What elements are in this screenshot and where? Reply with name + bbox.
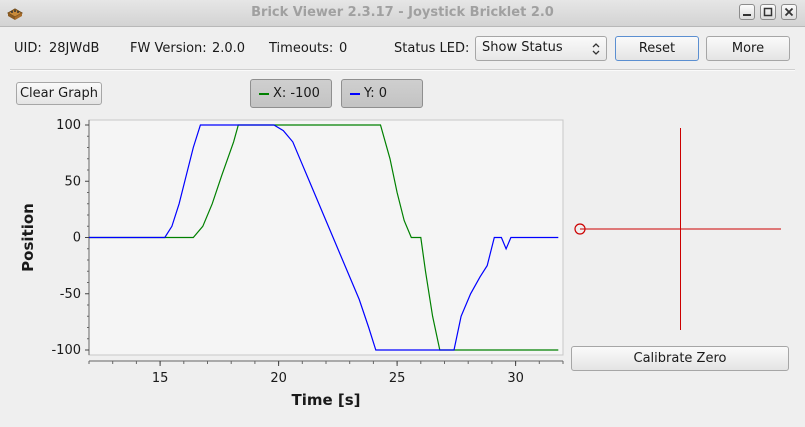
joystick-position-marker <box>574 223 586 235</box>
clear-graph-button[interactable]: Clear Graph <box>16 82 102 105</box>
legend-x-swatch <box>259 92 269 95</box>
chevron-updown-icon <box>592 43 600 55</box>
legend-y-swatch <box>350 92 360 95</box>
separator <box>10 69 795 71</box>
y-tick-label: 0 <box>73 231 81 246</box>
series-y-line <box>89 124 559 351</box>
calibrate-zero-button[interactable]: Calibrate Zero <box>571 346 789 371</box>
series-x-line <box>89 124 559 351</box>
y-tick-label: 100 <box>56 118 81 133</box>
x-tick-label: 30 <box>507 371 524 386</box>
app-icon <box>6 8 24 20</box>
plot-lines <box>89 124 559 351</box>
legend-y-label: Y: 0 <box>364 86 387 101</box>
title-bar: Brick Viewer 2.3.17 - Joystick Bricklet … <box>0 0 805 27</box>
uid-label: UID: <box>14 41 42 56</box>
y-tick-label: -100 <box>51 343 81 358</box>
status-led-select[interactable]: Show Status <box>475 36 607 61</box>
fw-version-label: FW Version: <box>130 41 207 56</box>
more-button[interactable]: More <box>706 36 790 61</box>
timeouts-value: 0 <box>339 41 348 56</box>
close-icon <box>784 7 794 17</box>
reset-button[interactable]: Reset <box>615 36 699 61</box>
y-tick-label: 50 <box>64 174 81 189</box>
x-tick-label: 25 <box>389 371 406 386</box>
x-axis: 15 20 25 30 <box>88 360 564 386</box>
maximize-icon <box>763 7 773 17</box>
y-axis-title: Position <box>19 203 37 272</box>
uid-value: 28JWdB <box>49 41 100 56</box>
y-tick-label: -50 <box>60 287 81 302</box>
status-led-value: Show Status <box>482 40 563 55</box>
legend-x-label: X: -100 <box>273 86 320 101</box>
y-axis: 100 50 0 -50 -100 <box>51 118 90 358</box>
window-title: Brick Viewer 2.3.17 - Joystick Bricklet … <box>251 5 554 20</box>
minimize-button[interactable] <box>739 4 755 20</box>
legend-x-button[interactable]: X: -100 <box>250 79 332 108</box>
legend-y-button[interactable]: Y: 0 <box>341 79 423 108</box>
timeouts-label: Timeouts: <box>269 41 334 56</box>
fw-version-value: 2.0.0 <box>212 41 246 56</box>
joystick-crosshair <box>574 128 781 330</box>
x-tick-label: 15 <box>152 371 169 386</box>
minimize-icon <box>743 14 751 16</box>
status-led-label: Status LED: <box>394 41 470 56</box>
x-axis-title: Time [s] <box>291 391 360 409</box>
maximize-button[interactable] <box>760 4 776 20</box>
x-tick-label: 20 <box>270 371 287 386</box>
close-button[interactable] <box>781 4 797 20</box>
